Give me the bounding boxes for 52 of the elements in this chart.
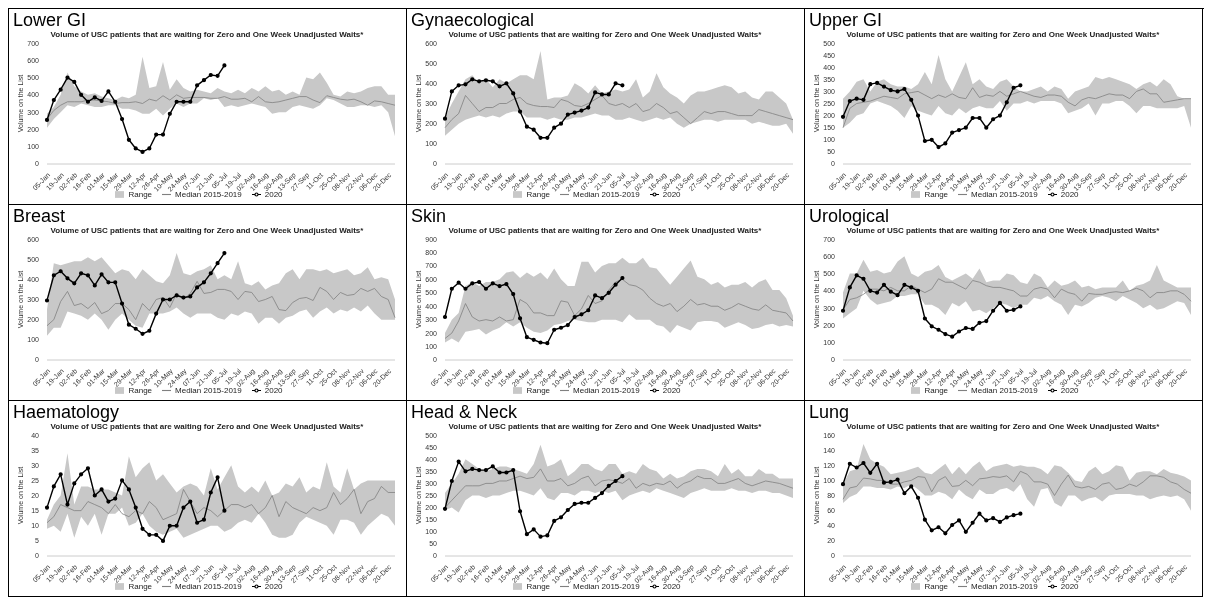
legend-label: Median 2015-2019 bbox=[971, 386, 1038, 395]
legend-label: 2020 bbox=[662, 190, 681, 199]
chart-title: Lung bbox=[809, 402, 851, 422]
chart-subtitle: Volume of USC patients that are waiting for Zero and One Week Unadjusted Waits* bbox=[447, 422, 763, 432]
chart-title: Upper GI bbox=[809, 10, 884, 30]
chart-title: Haematology bbox=[13, 402, 121, 422]
chart-subtitle: Volume of USC patients that are waiting for Zero and One Week Unadjusted Waits* bbox=[845, 422, 1161, 432]
legend-label: 2020 bbox=[264, 190, 283, 199]
legend-label: 2020 bbox=[662, 582, 681, 591]
chart-subtitle: Volume of USC patients that are waiting for Zero and One Week Unadjusted Waits* bbox=[845, 226, 1161, 236]
legend-label: Range bbox=[924, 582, 949, 591]
legend-label: Range bbox=[924, 386, 949, 395]
chart-title: Lower GI bbox=[13, 10, 88, 30]
legend-label: 2020 bbox=[662, 386, 681, 395]
line-series bbox=[842, 87, 1192, 129]
legend-label: Median 2015-2019 bbox=[175, 386, 242, 395]
chart-subtitle: Volume of USC patients that are waiting for Zero and One Week Unadjusted Waits* bbox=[845, 30, 1161, 40]
legend-label: Median 2015-2019 bbox=[971, 582, 1038, 591]
line-series bbox=[444, 278, 794, 339]
chart-subtitle: Volume of USC patients that are waiting for Zero and One Week Unadjusted Waits* bbox=[447, 226, 763, 236]
legend-label: Range bbox=[128, 190, 153, 199]
legend-label: 2020 bbox=[264, 582, 283, 591]
legend-label: Range bbox=[526, 582, 551, 591]
legend-label: Range bbox=[924, 190, 949, 199]
legend-label: Median 2015-2019 bbox=[175, 582, 242, 591]
chart-title: Gynaecological bbox=[411, 10, 536, 30]
legend-label: Range bbox=[526, 190, 551, 199]
chart-subtitle: Volume of USC patients that are waiting for Zero and One Week Unadjusted Waits* bbox=[447, 30, 763, 40]
line-series bbox=[842, 470, 1192, 500]
legend-label: Median 2015-2019 bbox=[573, 386, 640, 395]
chart-subtitle: Volume of USC patients that are waiting for Zero and One Week Unadjusted Waits* bbox=[49, 422, 365, 432]
legend-label: Range bbox=[128, 386, 153, 395]
legend-label: Median 2015-2019 bbox=[175, 190, 242, 199]
chart-title: Urological bbox=[809, 206, 891, 226]
legend-label: 2020 bbox=[1060, 582, 1079, 591]
chart-title: Head & Neck bbox=[411, 402, 519, 422]
legend-label: Range bbox=[526, 386, 551, 395]
line-series bbox=[842, 278, 1192, 311]
legend-label: 2020 bbox=[1060, 386, 1079, 395]
legend-label: Range bbox=[128, 582, 153, 591]
legend-label: Median 2015-2019 bbox=[573, 582, 640, 591]
chart-subtitle: Volume of USC patients that are waiting for Zero and One Week Unadjusted Waits* bbox=[49, 30, 365, 40]
legend-label: Median 2015-2019 bbox=[971, 190, 1038, 199]
chart-subtitle: Volume of USC patients that are waiting for Zero and One Week Unadjusted Waits* bbox=[49, 226, 365, 236]
line-series bbox=[46, 94, 396, 120]
line-series bbox=[46, 486, 396, 524]
legend-label: Median 2015-2019 bbox=[573, 190, 640, 199]
chart-title: Skin bbox=[411, 206, 447, 226]
legend-label: 2020 bbox=[1060, 190, 1079, 199]
legend-label: 2020 bbox=[264, 386, 283, 395]
line-series bbox=[46, 280, 396, 327]
chart-title: Breast bbox=[13, 206, 67, 226]
